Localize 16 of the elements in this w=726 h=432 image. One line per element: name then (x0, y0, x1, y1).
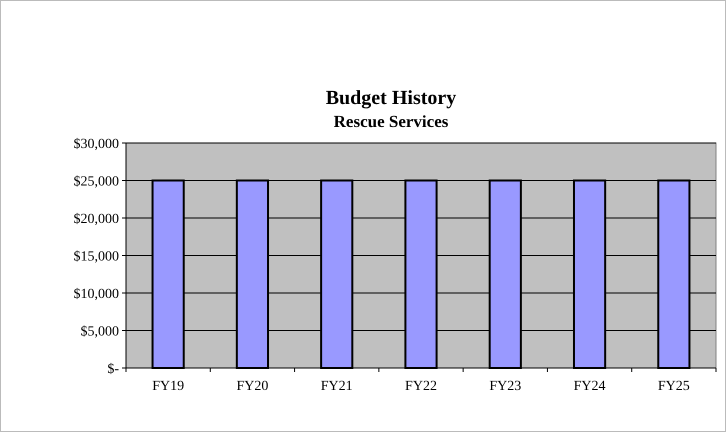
y-tick-label: $20,000 (74, 212, 119, 227)
x-tick-label: FY21 (320, 379, 353, 394)
x-tick-label: FY24 (574, 379, 606, 394)
chart-title: Budget History (326, 87, 456, 109)
y-tick-label: $25,000 (74, 174, 119, 190)
x-tick-label: FY19 (152, 379, 184, 394)
y-tick-label: $30,000 (74, 136, 119, 152)
y-tick-label: $15,000 (74, 249, 119, 264)
y-tick-label: $- (107, 362, 120, 377)
chart-subtitle: Rescue Services (334, 112, 449, 131)
x-tick-label: FY22 (405, 379, 437, 394)
x-tick-label: FY23 (489, 379, 522, 394)
y-tick-label: $10,000 (74, 286, 119, 302)
x-tick-label: FY20 (236, 379, 268, 394)
x-tick-label: FY25 (658, 379, 690, 394)
y-tick-label: $5,000 (80, 324, 119, 340)
